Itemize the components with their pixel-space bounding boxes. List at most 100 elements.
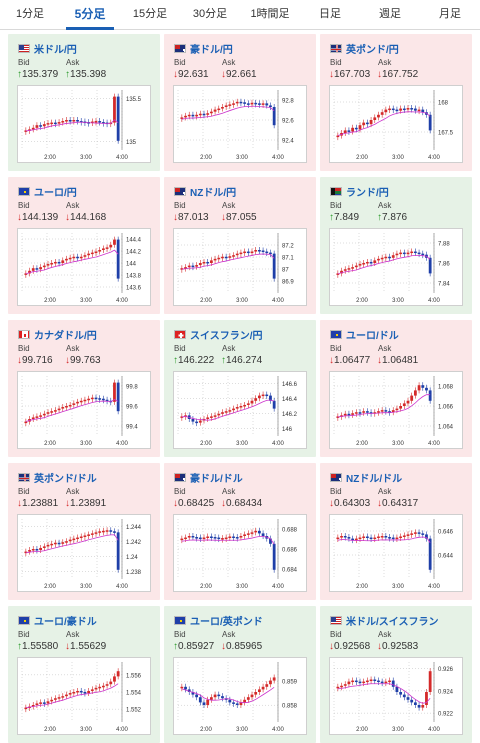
tab-timeframe[interactable]: 30分足 — [192, 8, 228, 20]
currency-pair-title[interactable]: 豪ドル/ドル — [174, 470, 243, 485]
tab-timeframe[interactable]: 週足 — [379, 8, 401, 20]
currency-card[interactable]: ユーロ/円 Bid Ask ↓144.139 ↓144.168 144.4 144.2 144… — [8, 177, 160, 314]
candle — [35, 125, 39, 128]
candle — [105, 399, 109, 402]
arrow-down-icon: ↓ — [329, 69, 334, 80]
x-tick-label: 3:00 — [80, 727, 92, 733]
currency-pair-title[interactable]: スイスフラン/円 — [174, 327, 262, 342]
currency-pair-title[interactable]: ユーロ/円 — [18, 184, 77, 199]
y-tick-label: 87.2 — [282, 244, 294, 250]
chart-container[interactable]: 92.8 92.6 92.4 2:00 3:00 4:00 — [173, 85, 307, 163]
candle — [343, 684, 347, 686]
candle — [340, 536, 343, 538]
currency-pair-title[interactable]: ユーロ/豪ドル — [18, 613, 97, 628]
candle — [206, 113, 210, 115]
chart-container[interactable]: 87.2 87.1 87 86.9 2:00 3:00 4:00 — [173, 228, 307, 306]
candle — [187, 265, 191, 268]
currency-pair-title[interactable]: ユーロ/ドル — [330, 327, 399, 342]
tab-timeframe[interactable]: 月足 — [439, 8, 461, 20]
flag-icon — [174, 615, 186, 625]
currency-pair-title[interactable]: NZドル/ドル — [330, 470, 402, 485]
candle — [369, 537, 373, 540]
candle — [391, 108, 395, 111]
y-tick-label: 1.556 — [126, 673, 142, 679]
pair-name: カナダドル/円 — [34, 330, 97, 342]
y-tick-label: 135.5 — [126, 97, 142, 103]
currency-pair-title[interactable]: 英ポンド/ドル — [18, 470, 97, 485]
currency-card[interactable]: 英ポンド/ドル Bid Ask ↓1.23881 ↓1.23891 1.244 1.242 1… — [8, 463, 160, 600]
ask-value-text: 144.168 — [70, 212, 107, 223]
candle — [101, 530, 105, 533]
moving-average-line — [25, 534, 119, 554]
y-tick-label: 167.5 — [438, 131, 454, 137]
currency-card[interactable]: カナダドル/円 Bid Ask ↓99.716 ↓99.763 99.8 99.6 99.4 2… — [8, 320, 160, 457]
currency-card[interactable]: 豪ドル/円 Bid Ask ↓92.631 ↓92.661 92.8 92.6 92.4 2:0… — [164, 34, 316, 171]
candle — [209, 260, 213, 263]
tab-timeframe[interactable]: 日足 — [319, 8, 341, 20]
currency-pair-title[interactable]: ユーロ/英ポンド — [174, 613, 263, 628]
currency-card[interactable]: 豪ドル/ドル Bid Ask ↓0.68425 ↓0.68434 0.688 0.686 0.… — [164, 463, 316, 600]
currency-card[interactable]: ユーロ/豪ドル Bid Ask ↑1.55580 ↓1.55629 1.556 1.554 1… — [8, 606, 160, 743]
currency-card[interactable]: 米ドル/円 Bid Ask ↑135.379 ↑135.398 135.5 135 2:00 3… — [8, 34, 160, 171]
ask-value: ↓0.85965 — [221, 641, 262, 652]
chart-container[interactable]: 144.4 144.2 144 143.8 143.6 2:00 3:00 4:00 — [17, 228, 151, 306]
candle — [213, 537, 217, 539]
chart-container[interactable]: 0.646 0.644 2:00 3:00 4:00 — [329, 514, 463, 592]
currency-card[interactable]: ランド/円 Bid Ask ↑7.849 ↑7.876 7.88 7.86 7.84 2:00 3… — [320, 177, 472, 314]
bid-value-text: 144.139 — [22, 212, 59, 223]
currency-pair-title[interactable]: NZドル/円 — [174, 184, 236, 199]
currency-card[interactable]: スイスフラン/円 Bid Ask ↑146.222 ↑146.274 146.6 146.4… — [164, 320, 316, 457]
currency-pair-title[interactable]: 英ポンド/円 — [330, 41, 399, 56]
x-tick-label: 3:00 — [80, 584, 92, 590]
chart-container[interactable]: 135.5 135 2:00 3:00 4:00 — [17, 85, 151, 163]
chart-container[interactable]: 1.244 1.242 1.24 1.238 2:00 3:00 4:00 — [17, 514, 151, 592]
moving-average-line — [25, 119, 119, 132]
chart-container[interactable]: 7.88 7.86 7.84 2:00 3:00 4:00 — [329, 228, 463, 306]
tab-timeframe[interactable]: 5分足 — [60, 0, 120, 30]
tab-timeframe[interactable]: 1分足 — [15, 8, 45, 20]
candle — [232, 103, 235, 105]
y-tick-label: 146.2 — [282, 412, 298, 418]
arrow-down-icon: ↓ — [329, 498, 334, 509]
candle — [354, 538, 358, 541]
x-tick-label: 3:00 — [392, 298, 404, 304]
chart-container[interactable]: 168 167.5 2:00 3:00 4:00 — [329, 85, 463, 163]
currency-card[interactable]: NZドル/ドル Bid Ask ↓0.64303 ↓0.64317 0.646 0.644 2… — [320, 463, 472, 600]
tab-timeframe[interactable]: 15分足 — [132, 8, 168, 20]
y-tick-label: 146 — [282, 427, 293, 433]
candle — [68, 539, 72, 542]
y-tick-label: 7.88 — [438, 242, 450, 248]
chart-container[interactable]: 0.859 0.858 2:00 3:00 4:00 — [173, 657, 307, 735]
currency-card[interactable]: 英ポンド/円 Bid Ask ↓167.703 ↓167.752 168 167.5 2:00… — [320, 34, 472, 171]
tab-timeframe[interactable]: 1時間足 — [250, 8, 290, 20]
currency-card[interactable]: 米ドル/スイスフラン Bid Ask ↓0.92568 ↓0.92583 0.926 0.9… — [320, 606, 472, 743]
currency-card[interactable]: ユーロ/英ポンド Bid Ask ↑0.85927 ↓0.85965 0.859 0.858… — [164, 606, 316, 743]
chart-container[interactable]: 99.8 99.6 99.4 2:00 3:00 4:00 — [17, 371, 151, 449]
currency-pair-title[interactable]: 米ドル/スイスフラン — [330, 613, 438, 628]
candle — [83, 535, 87, 537]
currency-pair-title[interactable]: カナダドル/円 — [18, 327, 97, 342]
arrow-down-icon: ↓ — [377, 355, 382, 366]
candle — [365, 261, 369, 264]
candle — [209, 536, 213, 539]
candle — [221, 538, 224, 540]
chart-container[interactable]: 146.6 146.4 146.2 146 2:00 3:00 4:00 — [173, 371, 307, 449]
currency-pair-title[interactable]: ランド/円 — [330, 184, 389, 199]
chart-container[interactable]: 0.688 0.686 0.684 2:00 3:00 4:00 — [173, 514, 307, 592]
chart-container[interactable]: 1.556 1.554 1.552 2:00 3:00 4:00 — [17, 657, 151, 735]
candle — [369, 120, 373, 125]
candle — [46, 264, 50, 266]
candle — [358, 537, 362, 540]
candle — [198, 263, 202, 266]
chart-container[interactable]: 1.068 1.066 1.064 2:00 3:00 4:00 — [329, 371, 463, 449]
currency-card[interactable]: ユーロ/ドル Bid Ask ↓1.06477 ↓1.06481 1.068 1.066 1.… — [320, 320, 472, 457]
candle — [228, 104, 232, 106]
chart-container[interactable]: 0.926 0.924 0.922 2:00 3:00 4:00 — [329, 657, 463, 735]
flag-icon — [174, 43, 186, 53]
currency-card[interactable]: NZドル/円 Bid Ask ↓87.013 ↓87.055 87.2 87.1 87 86.9… — [164, 177, 316, 314]
x-tick-label: 2:00 — [200, 155, 212, 161]
currency-pair-title[interactable]: 豪ドル/円 — [174, 41, 233, 56]
pair-name: 米ドル/円 — [34, 44, 77, 56]
candle — [221, 256, 224, 259]
currency-pair-title[interactable]: 米ドル/円 — [18, 41, 77, 56]
